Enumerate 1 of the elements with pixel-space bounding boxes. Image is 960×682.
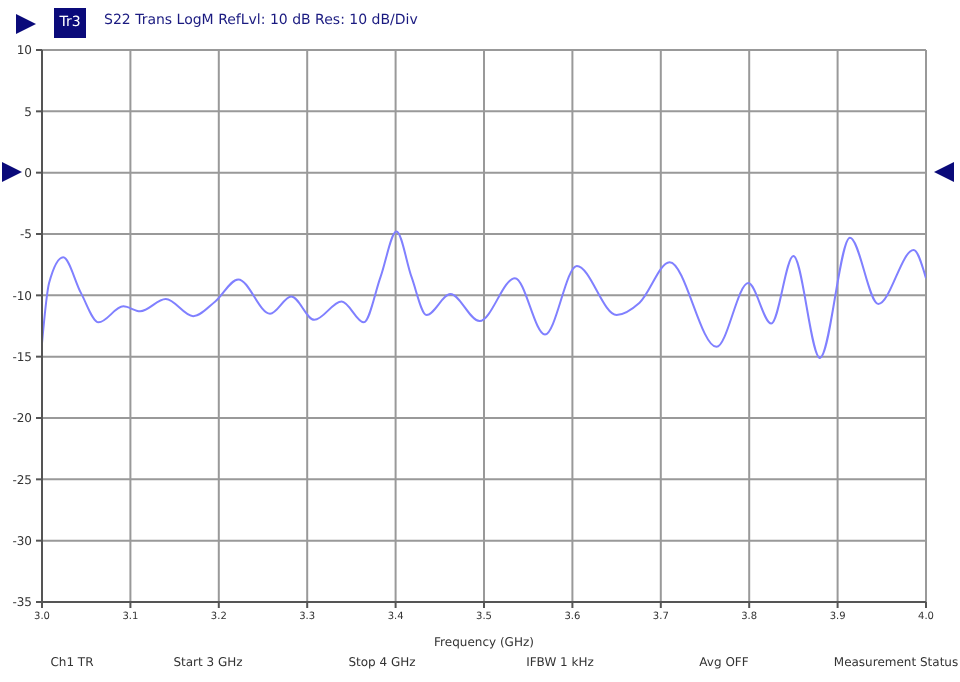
- line-series: [42, 230, 926, 359]
